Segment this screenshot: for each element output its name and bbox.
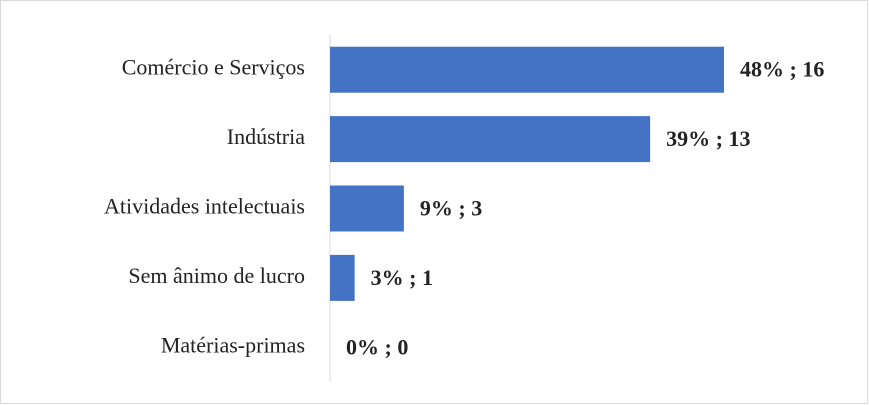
bar xyxy=(330,116,651,163)
data-label: 0% ; 0 xyxy=(346,334,408,359)
y-tick-label: Sem ânimo de lucro xyxy=(128,263,305,288)
y-tick-label: Matérias-primas xyxy=(161,332,305,357)
data-label: 39% ; 13 xyxy=(666,126,750,151)
y-tick-label: Indústria xyxy=(227,124,305,149)
data-label: 3% ; 1 xyxy=(371,265,433,290)
bar xyxy=(330,254,355,301)
data-label: 9% ; 3 xyxy=(420,196,482,221)
data-label: 48% ; 16 xyxy=(740,57,824,82)
bar xyxy=(330,185,404,232)
y-tick-label: Atividades intelectuais xyxy=(104,194,305,219)
y-tick-label: Comércio e Serviços xyxy=(122,55,305,80)
bar xyxy=(330,46,724,93)
